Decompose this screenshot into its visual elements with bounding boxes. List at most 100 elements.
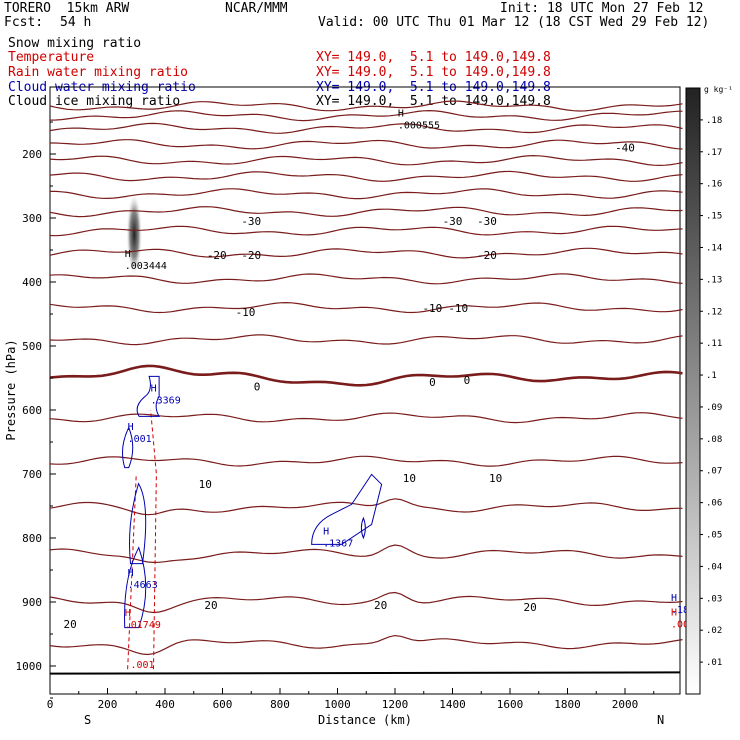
maximum-marker: H bbox=[671, 593, 677, 604]
temperature-contour-line bbox=[49, 455, 683, 467]
surface-line bbox=[49, 671, 681, 675]
temperature-contour-label: -40 bbox=[615, 142, 635, 155]
temperature-contour-label: 20 bbox=[524, 601, 537, 614]
temperature-contour-line bbox=[49, 634, 683, 656]
temperature-contour-line bbox=[50, 139, 683, 150]
colorbar-tick-label: .04 bbox=[706, 562, 722, 572]
maximum-marker: H bbox=[398, 108, 404, 119]
x-tick-label: 1800 bbox=[554, 698, 581, 711]
colorbar-tick-label: .1 bbox=[706, 371, 717, 381]
cloud-water-contour bbox=[136, 375, 161, 417]
colorbar-tick-label: .16 bbox=[706, 180, 722, 190]
cloud-water-contour bbox=[311, 473, 383, 545]
x-tick-label: 2000 bbox=[612, 698, 639, 711]
model-title: TORERO 15km ARW bbox=[4, 1, 130, 16]
temperature-contour-line bbox=[49, 170, 683, 182]
maximum-marker: H bbox=[323, 526, 329, 537]
cloud-water-contour bbox=[129, 482, 147, 565]
colorbar-tick-label: .18 bbox=[706, 116, 722, 126]
valid-time: Valid: 00 UTC Thu 01 Mar 12 (18 CST Wed … bbox=[318, 15, 710, 30]
y-tick-label: 700 bbox=[22, 468, 42, 481]
temperature-contour-line bbox=[49, 122, 683, 134]
cloud-water-contour bbox=[360, 516, 366, 540]
temperature-contour-label: -20 bbox=[241, 249, 261, 262]
colorbar-tick-label: .06 bbox=[706, 499, 722, 509]
temperature-contour-label: -20 bbox=[477, 249, 497, 262]
maximum-value-label: .01749 bbox=[125, 620, 161, 631]
temperature-contour-line bbox=[49, 334, 683, 346]
maximum-value-label: .1367 bbox=[323, 538, 353, 549]
temperature-contour-label: 0 bbox=[429, 376, 436, 389]
north-label: N bbox=[657, 713, 664, 727]
temperature-contour-label: 0 bbox=[464, 374, 471, 387]
y-tick-label: 400 bbox=[22, 276, 42, 289]
field-cloudice-name: Cloud ice mixing ratio bbox=[8, 94, 181, 109]
plot-frame bbox=[49, 86, 681, 695]
temperature-contour-label: 10 bbox=[199, 478, 212, 491]
colorbar-tick-label: .12 bbox=[706, 307, 722, 317]
forecast-label: Fcst: bbox=[4, 15, 44, 30]
y-tick-label: 900 bbox=[22, 596, 42, 609]
colorbar-tick-label: .09 bbox=[706, 403, 722, 413]
y-axis-title: Pressure (hPa) bbox=[4, 339, 18, 440]
maximum-value-label: .3369 bbox=[151, 396, 181, 407]
temperature-contour-label: -10 bbox=[422, 302, 442, 315]
x-tick-label: 1000 bbox=[324, 698, 351, 711]
maximum-value-label: .18 bbox=[671, 605, 689, 616]
field-temperature-xy: XY= 149.0, 5.1 to 149.0,149.8 bbox=[316, 50, 551, 65]
temperature-contour-label: -20 bbox=[207, 249, 227, 262]
x-tick-label: 800 bbox=[270, 698, 290, 711]
y-tick-label: 500 bbox=[22, 340, 42, 353]
temperature-contour-label: 10 bbox=[403, 472, 416, 485]
south-label: S bbox=[84, 713, 91, 727]
temperature-contour-label: 0 bbox=[254, 380, 261, 393]
y-tick-label: 300 bbox=[22, 212, 42, 225]
maximum-value-label: .001 bbox=[131, 660, 155, 671]
temperature-contour-label: -30 bbox=[477, 215, 497, 228]
temperature-contour-line bbox=[50, 188, 683, 200]
colorbar-tick-label: .05 bbox=[706, 531, 722, 541]
snow-shading bbox=[126, 192, 143, 277]
temperature-contour-label: -10 bbox=[448, 302, 468, 315]
org-label: NCAR/MMM bbox=[225, 1, 288, 16]
forecast-hour: 54 h bbox=[60, 15, 92, 30]
field-rain-xy: XY= 149.0, 5.1 to 149.0,149.8 bbox=[316, 65, 551, 80]
maximum-marker: H bbox=[151, 384, 157, 395]
temperature-contour-label: 10 bbox=[489, 472, 502, 485]
maximum-marker: H bbox=[671, 608, 677, 619]
colorbar-tick-label: .01 bbox=[706, 658, 722, 668]
maximum-value-label: .003444 bbox=[125, 261, 167, 272]
x-tick-label: 400 bbox=[155, 698, 175, 711]
temperature-contour-label: 20 bbox=[374, 599, 387, 612]
temperature-contour-line bbox=[49, 225, 683, 237]
maximum-value-label: .000555 bbox=[398, 120, 440, 131]
maximum-marker: H bbox=[125, 249, 131, 260]
y-tick-label: 600 bbox=[22, 404, 42, 417]
temperature-contour-line bbox=[49, 273, 683, 285]
colorbar-tick-label: .14 bbox=[706, 243, 722, 253]
x-tick-label: 1200 bbox=[382, 698, 409, 711]
rain-water-contour bbox=[127, 409, 157, 670]
field-snow-name: Snow mixing ratio bbox=[8, 36, 142, 51]
y-tick-label: 800 bbox=[22, 532, 42, 545]
x-tick-label: 200 bbox=[98, 698, 118, 711]
temperature-contour-line bbox=[49, 412, 683, 424]
colorbar-unit: g kg⁻¹ bbox=[704, 85, 733, 94]
maximum-marker: H bbox=[125, 608, 131, 619]
field-rain-name: Rain water mixing ratio bbox=[8, 65, 189, 80]
temperature-contour-label: 20 bbox=[204, 599, 217, 612]
maximum-value-label: .001 bbox=[128, 434, 152, 445]
temperature-contour-label: 20 bbox=[64, 618, 77, 631]
colorbar-tick-label: .03 bbox=[706, 594, 722, 604]
y-tick-label: 200 bbox=[22, 148, 42, 161]
colorbar-tick-label: .02 bbox=[706, 626, 722, 636]
temperature-contour-label: -10 bbox=[236, 306, 256, 319]
temperature-contour-line bbox=[49, 100, 683, 112]
temperature-contour-line bbox=[49, 364, 683, 387]
maximum-marker: H bbox=[128, 422, 134, 433]
temperature-contour-label: -30 bbox=[443, 215, 463, 228]
maximum-value-label: .4663 bbox=[128, 580, 158, 591]
colorbar-tick-label: .17 bbox=[706, 148, 722, 158]
temperature-contour-line bbox=[49, 109, 683, 122]
